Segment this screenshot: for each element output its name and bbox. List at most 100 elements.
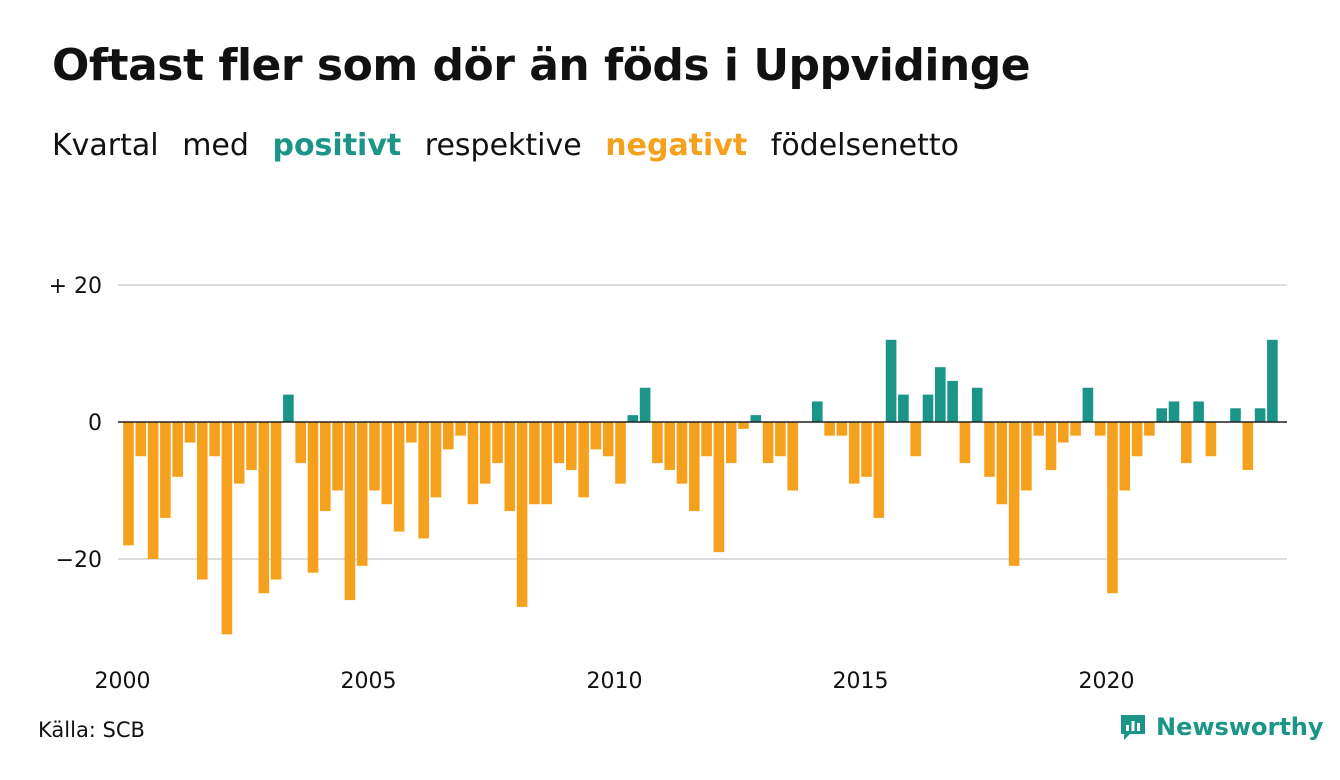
bar — [1267, 339, 1278, 422]
bar — [1193, 401, 1204, 422]
bar — [332, 422, 343, 491]
bar — [1021, 422, 1032, 491]
bar — [701, 422, 712, 457]
bar — [1254, 408, 1266, 422]
bar — [455, 422, 466, 436]
bar — [812, 401, 823, 422]
newsworthy-logo-icon — [1121, 715, 1145, 740]
bar — [529, 422, 540, 505]
bar — [1205, 422, 1217, 457]
bar — [1082, 387, 1094, 422]
bar — [1168, 401, 1180, 422]
bar — [664, 422, 675, 470]
bar — [184, 422, 196, 443]
bar — [1033, 422, 1044, 436]
bar — [910, 422, 921, 457]
subtitle-positive-word: positivt — [272, 128, 402, 163]
bar — [898, 394, 909, 422]
bar — [590, 422, 602, 450]
bar — [356, 422, 368, 566]
bar — [344, 422, 356, 601]
bar — [541, 422, 552, 505]
bar — [258, 422, 270, 594]
bar — [1094, 422, 1106, 436]
bar — [135, 422, 147, 457]
bar — [197, 422, 208, 580]
bar — [467, 422, 479, 505]
bar — [615, 422, 626, 484]
bar — [996, 422, 1008, 505]
x-tick-label: 2005 — [341, 669, 397, 694]
x-tick-label: 2015 — [833, 669, 889, 694]
bar — [1070, 422, 1081, 436]
bar — [1156, 408, 1167, 422]
bar — [209, 422, 220, 457]
bar — [1242, 422, 1254, 470]
bar — [516, 422, 528, 607]
bar — [836, 422, 848, 436]
subtitle-text-3: respektive — [424, 128, 582, 163]
bar — [652, 422, 663, 464]
bar — [1144, 422, 1155, 436]
bar — [406, 422, 417, 443]
bar — [935, 367, 946, 422]
bar — [1181, 422, 1192, 464]
bar — [578, 422, 589, 498]
source-note: Källa: SCB — [38, 718, 145, 742]
subtitle-text-4: födelsenetto — [770, 128, 959, 163]
bar — [713, 422, 725, 553]
bar — [418, 422, 429, 539]
bar — [320, 422, 331, 512]
bar — [1131, 422, 1143, 457]
subtitle-text-1: Kvartal — [52, 128, 159, 163]
bar — [283, 394, 294, 422]
bar — [1058, 422, 1069, 443]
bar — [676, 422, 688, 484]
bar — [430, 422, 442, 498]
bar — [627, 415, 639, 422]
bar — [566, 422, 577, 470]
bar — [725, 422, 737, 464]
bar — [1230, 408, 1241, 422]
bar — [246, 422, 257, 470]
bar — [553, 422, 565, 464]
bar — [861, 422, 872, 477]
subtitle-negative-word: negativt — [605, 128, 748, 163]
bar — [233, 422, 245, 484]
brand-name: Newsworthy — [1156, 713, 1324, 741]
bar — [393, 422, 405, 532]
bar — [885, 339, 897, 422]
y-axis-labels: + 20 0 −20 — [49, 274, 102, 573]
subtitle-text-2: med — [182, 128, 249, 163]
bar — [123, 422, 134, 546]
bars — [123, 339, 1278, 635]
x-tick-label: 2000 — [95, 669, 151, 694]
bar — [824, 422, 835, 436]
bar — [369, 422, 380, 491]
x-axis-labels: 2000 2005 2010 2015 2020 — [95, 669, 1135, 694]
bar — [1045, 422, 1057, 470]
bar-chart: + 20 0 −20 2000 2005 2010 2015 2020 — [49, 274, 1287, 694]
y-tick-label: −20 — [56, 548, 102, 573]
bar — [922, 394, 934, 422]
bar — [947, 380, 958, 422]
bar — [971, 387, 983, 422]
bar — [381, 422, 393, 505]
bar — [984, 422, 995, 477]
bar — [443, 422, 454, 450]
bar — [775, 422, 786, 457]
y-tick-label: + 20 — [49, 274, 102, 299]
bar — [689, 422, 700, 512]
bar — [270, 422, 282, 580]
bar — [959, 422, 971, 464]
bar — [160, 422, 171, 518]
bar — [295, 422, 306, 464]
bar — [738, 422, 749, 429]
bar — [492, 422, 503, 464]
bar — [172, 422, 183, 477]
y-tick-label: 0 — [88, 411, 102, 436]
bar — [1107, 422, 1118, 594]
brand: Newsworthy — [1118, 712, 1324, 742]
bar — [848, 422, 860, 484]
x-tick-label: 2020 — [1079, 669, 1135, 694]
